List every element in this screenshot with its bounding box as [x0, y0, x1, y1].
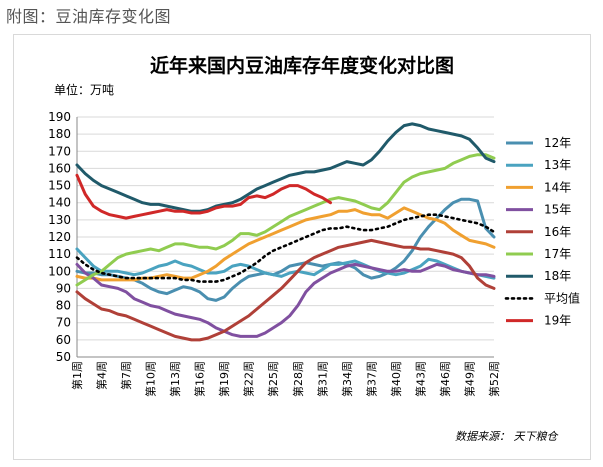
y-tick-label: 110 [48, 247, 71, 261]
unit-label: 单位：万吨 [54, 82, 114, 97]
series-line-5 [75, 153, 496, 287]
x-tick-label: 第43周 [413, 361, 427, 397]
y-tick-label: 120 [48, 230, 71, 244]
series-line-4 [75, 238, 496, 342]
y-tick-label: 100 [48, 264, 71, 278]
y-tick-label: 50 [56, 350, 71, 364]
x-tick-label: 第10周 [144, 361, 158, 397]
series-line-1 [75, 247, 496, 280]
legend-label-6: 18年 [544, 269, 571, 283]
x-tick-label: 第1周 [70, 361, 84, 390]
chart-title: 近年来国内豆油库存年度变化对比图 [150, 54, 454, 77]
legend-label-3: 15年 [544, 203, 571, 217]
y-tick-label: 170 [48, 144, 71, 158]
x-tick-label: 第46周 [438, 361, 452, 397]
x-tick-label: 第19周 [217, 361, 231, 397]
x-tick-label: 第34周 [340, 361, 354, 397]
y-tick-label: 190 [48, 110, 71, 124]
series-line-8 [75, 173, 332, 220]
series-line-7 [75, 213, 496, 283]
y-tick-label: 60 [56, 333, 71, 347]
series-line-0 [75, 197, 496, 302]
x-tick-label: 第4周 [95, 361, 109, 390]
y-axis: 50 60 70 80 90 100 110 120 130 140 150 160 170 180 190 [48, 110, 78, 364]
x-tick-label: 第49周 [462, 361, 476, 397]
x-tick-label: 第7周 [119, 361, 133, 390]
x-tick-label: 第37周 [364, 361, 378, 397]
x-axis: 第1周 第4周 第7周 第10周 第13周 第16周 第19周 第22周 第25周 第28周 第31… [70, 356, 501, 397]
x-tick-label: 第28周 [291, 361, 305, 397]
source-label: 数据来源： 天下粮仓 [455, 430, 558, 443]
y-tick-label: 90 [56, 281, 71, 295]
legend-label-1: 13年 [544, 158, 571, 172]
y-tick-label: 130 [48, 213, 71, 227]
series-line-6 [75, 122, 496, 213]
x-tick-label: 第31周 [315, 361, 329, 397]
x-tick-label: 第25周 [266, 361, 280, 397]
y-tick-label: 180 [48, 127, 71, 141]
y-tick-label: 150 [48, 179, 71, 193]
x-tick-label: 第13周 [168, 361, 182, 397]
x-tick-label: 第52周 [487, 361, 501, 397]
y-tick-label: 160 [48, 161, 71, 175]
y-tick-label: 70 [56, 316, 71, 330]
figure-caption: 附图：豆油库存变化图 [6, 7, 172, 26]
legend-label-7: 平均值 [544, 290, 580, 305]
legend-label-4: 16年 [544, 225, 571, 239]
y-tick-label: 140 [48, 196, 71, 210]
series-group [75, 122, 496, 342]
y-tick-label: 80 [56, 299, 71, 313]
legend-label-8: 19年 [544, 314, 571, 328]
series-line-3 [75, 262, 496, 338]
x-tick-label: 第22周 [242, 361, 256, 397]
legend-label-5: 17年 [544, 247, 571, 261]
x-tick-label: 第40周 [389, 361, 403, 397]
legend-label-2: 14年 [544, 180, 571, 194]
x-tick-label: 第16周 [193, 361, 207, 397]
legend-label-0: 12年 [544, 136, 571, 150]
